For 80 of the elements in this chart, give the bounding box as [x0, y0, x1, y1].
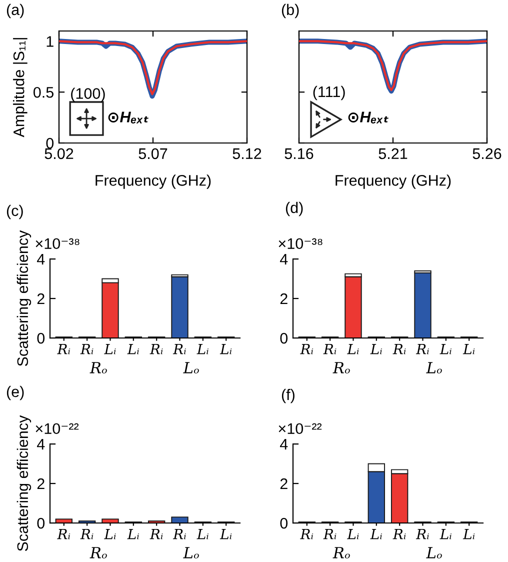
x-tick-label: Lᵢ	[220, 344, 232, 354]
x-tick-label: Rᵢ	[323, 344, 336, 354]
annotation: (111)	[313, 86, 345, 100]
x-tick-label: Rᵢ	[80, 344, 94, 354]
chart-title: (e)	[6, 386, 24, 400]
y-tick-label: 1	[46, 36, 54, 47]
x-tick-label: Lᵢ	[127, 344, 139, 354]
text: ×10⁻³⁸	[278, 238, 322, 250]
x-axis-title: Frequency (GHz)	[336, 174, 451, 189]
y-tick-label: 0	[46, 138, 54, 149]
x-tick-label: Lᵢ	[220, 528, 232, 540]
x-tick-label: Lᵢ	[370, 344, 382, 354]
y-tick-label: 0	[280, 332, 288, 344]
text: Lₒ	[183, 362, 199, 374]
y-axis-title: Scattering efficiency	[16, 230, 32, 366]
y-tick-label: 2	[37, 293, 44, 304]
x-tick-label: Lᵢ	[127, 528, 139, 540]
text: Lₒ	[426, 362, 442, 374]
x-tick-label: Lᵢ	[196, 344, 208, 354]
y-tick-label: 2	[280, 478, 288, 490]
x-tick-label: Lᵢ	[370, 528, 382, 540]
x-tick-label: Rᵢ	[150, 344, 163, 354]
x-tick-label: Rᵢ	[300, 528, 314, 540]
x-tick-label: Lᵢ	[347, 344, 359, 354]
text: ×10⁻²²	[36, 423, 79, 434]
x-tick-label: Rᵢ	[300, 344, 314, 354]
chart-title: (b)	[282, 4, 299, 18]
y-tick-label: 4	[280, 439, 288, 450]
y-tick-label: 0	[37, 518, 45, 529]
text: Lₒ	[183, 547, 199, 558]
x-tick-label: Lᵢ	[104, 528, 116, 540]
x-tick-label: Rᵢ	[416, 344, 429, 354]
y-tick-label: 4	[280, 254, 288, 265]
x-tick-label: 5.26	[472, 148, 502, 160]
y-axis-title: Scattering efficiency	[16, 415, 32, 552]
text: Lₒ	[426, 547, 442, 558]
x-tick-label: 5.16	[284, 148, 314, 160]
text: Rₒ	[90, 362, 107, 374]
x-tick-label: 5.07	[138, 148, 168, 160]
text: Rₒ	[90, 547, 107, 558]
x-tick-label: 5.21	[378, 148, 408, 160]
annotation: ⊙Hₑₓₜ	[108, 112, 148, 124]
x-tick-label: Rᵢ	[392, 344, 406, 354]
x-tick-label: Rᵢ	[416, 528, 429, 540]
x-tick-label: 5.12	[232, 148, 262, 160]
annotation: ⊙Hₑₓₜ	[348, 112, 388, 124]
x-tick-label: Rᵢ	[57, 528, 70, 540]
annotation: (100)	[71, 88, 105, 102]
x-tick-label: Rᵢ	[150, 528, 163, 540]
y-tick-label: 0	[280, 518, 288, 529]
y-tick-label: 4	[36, 439, 45, 450]
x-tick-label: Rᵢ	[392, 528, 406, 540]
y-tick-label: 2	[37, 478, 44, 490]
x-tick-label: Lᵢ	[104, 344, 116, 354]
x-tick-label: Lᵢ	[440, 344, 452, 354]
y-tick-label: 0	[37, 332, 45, 344]
y-tick-label: 0.5	[34, 86, 54, 98]
chart-title: (a)	[6, 4, 24, 18]
chart-title: (d)	[286, 202, 303, 216]
x-tick-label: Lᵢ	[440, 528, 452, 540]
x-tick-label: Rᵢ	[57, 344, 70, 354]
text: ×10⁻²²	[278, 423, 322, 434]
chart-title: (f)	[282, 388, 294, 404]
x-axis-title: Frequency (GHz)	[96, 174, 211, 189]
x-tick-label: Rᵢ	[80, 528, 94, 540]
x-tick-label: Lᵢ	[196, 528, 208, 540]
y-tick-label: 2	[280, 293, 288, 304]
text: ×10⁻³⁸	[36, 238, 80, 250]
x-tick-label: Rᵢ	[172, 344, 186, 354]
chart-title: (c)	[6, 204, 23, 220]
text: Rₒ	[332, 362, 350, 374]
x-tick-label: 5.02	[44, 148, 74, 160]
y-tick-label: 4	[36, 254, 45, 265]
y-axis-title: Amplitude |S₁₁|	[13, 38, 28, 138]
text: Rₒ	[332, 547, 350, 558]
x-tick-label: Rᵢ	[172, 528, 186, 540]
x-tick-label: Rᵢ	[323, 528, 336, 540]
x-tick-label: Lᵢ	[347, 528, 359, 540]
x-tick-label: Lᵢ	[462, 344, 475, 354]
x-tick-label: Lᵢ	[462, 528, 475, 540]
